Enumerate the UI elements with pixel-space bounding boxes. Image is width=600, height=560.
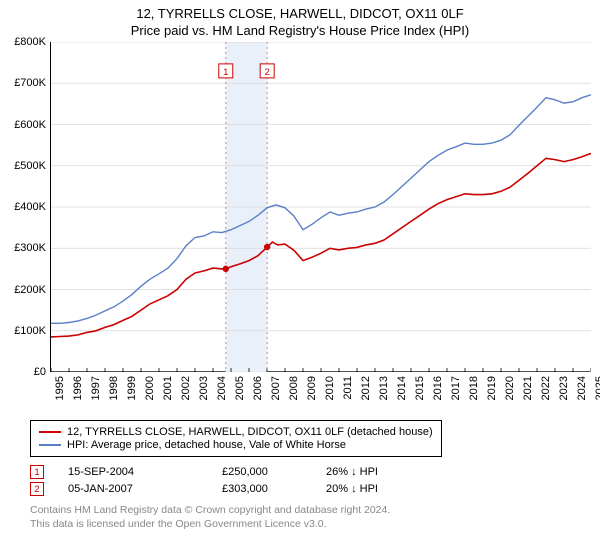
ytick-label: £600K [2,119,46,131]
sale-dot [223,266,229,272]
event-delta: 26% ↓ HPI [326,466,378,478]
event-price: £303,000 [222,483,302,495]
ytick-label: £400K [2,201,46,213]
title-subtitle: Price paid vs. HM Land Registry's House … [0,23,600,38]
sale-dot [264,244,270,250]
ytick-label: £200K [2,284,46,296]
legend-row: HPI: Average price, detached house, Vale… [39,439,433,451]
xtick-label: 2014 [396,376,408,406]
xtick-label: 1996 [72,376,84,406]
event-marker: 2 [30,482,44,496]
ytick-label: £100K [2,325,46,337]
xtick-label: 2020 [504,376,516,406]
event-delta: 20% ↓ HPI [326,483,378,495]
event-date: 05-JAN-2007 [68,483,198,495]
xtick-label: 2019 [486,376,498,406]
legend-swatch [39,431,61,433]
xtick-label: 2015 [414,376,426,406]
xtick-label: 2008 [288,376,300,406]
xtick-label: 2009 [306,376,318,406]
ytick-label: £700K [2,77,46,89]
xtick-label: 1995 [54,376,66,406]
xtick-label: 2004 [216,376,228,406]
event-row: 2 05-JAN-2007 £303,000 20% ↓ HPI [30,482,600,496]
chart-wrap: 12 £0£100K£200K£300K£400K£500K£600K£700K… [0,42,600,412]
xtick-label: 2003 [198,376,210,406]
xtick-label: 2006 [252,376,264,406]
legend-label: 12, TYRRELLS CLOSE, HARWELL, DIDCOT, OX1… [67,426,433,438]
ytick-label: £0 [2,366,46,378]
xtick-label: 1999 [126,376,138,406]
xtick-label: 2024 [576,376,588,406]
xtick-label: 2021 [522,376,534,406]
chart-svg: 12 [51,42,591,372]
xtick-label: 1997 [90,376,102,406]
xtick-label: 1998 [108,376,120,406]
xtick-label: 2025 [594,376,600,406]
event-date: 15-SEP-2004 [68,466,198,478]
footnote: Contains HM Land Registry data © Crown c… [30,504,600,531]
legend-swatch [39,444,61,446]
legend: 12, TYRRELLS CLOSE, HARWELL, DIDCOT, OX1… [30,420,442,457]
xtick-label: 2018 [468,376,480,406]
event-marker: 1 [30,465,44,479]
xtick-label: 2001 [162,376,174,406]
title-block: 12, TYRRELLS CLOSE, HARWELL, DIDCOT, OX1… [0,0,600,38]
event-row: 1 15-SEP-2004 £250,000 26% ↓ HPI [30,465,600,479]
ytick-label: £300K [2,242,46,254]
sale-marker-num: 1 [223,67,228,78]
series-hpi [51,95,591,323]
xtick-label: 2010 [324,376,336,406]
chart-container: 12, TYRRELLS CLOSE, HARWELL, DIDCOT, OX1… [0,0,600,560]
events-table: 1 15-SEP-2004 £250,000 26% ↓ HPI 2 05-JAN-200… [30,465,600,496]
footnote-line2: This data is licensed under the Open Gov… [30,518,600,532]
event-price: £250,000 [222,466,302,478]
ytick-label: £800K [2,36,46,48]
ytick-label: £500K [2,160,46,172]
series-price_paid [51,153,591,337]
sale-marker-num: 2 [265,67,270,78]
xtick-label: 2016 [432,376,444,406]
legend-row: 12, TYRRELLS CLOSE, HARWELL, DIDCOT, OX1… [39,426,433,438]
xtick-label: 2011 [342,376,354,406]
legend-label: HPI: Average price, detached house, Vale… [67,439,346,451]
xtick-label: 2005 [234,376,246,406]
xtick-label: 2007 [270,376,282,406]
xtick-label: 2023 [558,376,570,406]
xtick-label: 2022 [540,376,552,406]
xtick-label: 2000 [144,376,156,406]
title-address: 12, TYRRELLS CLOSE, HARWELL, DIDCOT, OX1… [0,6,600,21]
xtick-label: 2017 [450,376,462,406]
xtick-label: 2013 [378,376,390,406]
plot-area: 12 [50,42,590,372]
xtick-label: 2012 [360,376,372,406]
footnote-line1: Contains HM Land Registry data © Crown c… [30,504,600,518]
xtick-label: 2002 [180,376,192,406]
